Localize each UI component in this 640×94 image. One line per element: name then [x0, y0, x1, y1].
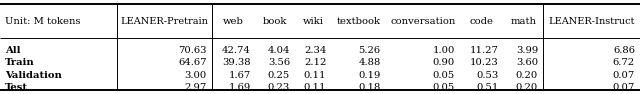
Text: book: book — [263, 17, 287, 26]
Text: 3.56: 3.56 — [268, 58, 290, 67]
Text: 39.38: 39.38 — [222, 58, 251, 67]
Text: 0.07: 0.07 — [612, 71, 635, 80]
Text: 0.05: 0.05 — [433, 83, 455, 92]
Text: 2.12: 2.12 — [304, 58, 326, 67]
Text: 6.72: 6.72 — [612, 58, 635, 67]
Text: 11.27: 11.27 — [470, 46, 499, 55]
Text: 0.19: 0.19 — [358, 71, 381, 80]
Text: Unit: M tokens: Unit: M tokens — [5, 17, 81, 26]
Text: 70.63: 70.63 — [178, 46, 207, 55]
Text: Test: Test — [5, 83, 28, 92]
Text: 1.00: 1.00 — [433, 46, 455, 55]
Text: 6.86: 6.86 — [613, 46, 635, 55]
Text: 0.07: 0.07 — [612, 83, 635, 92]
Text: 0.90: 0.90 — [433, 58, 455, 67]
Text: 2.97: 2.97 — [184, 83, 207, 92]
Text: LEANER-Instruct: LEANER-Instruct — [548, 17, 635, 26]
Text: 4.88: 4.88 — [358, 58, 381, 67]
Text: 0.11: 0.11 — [304, 83, 326, 92]
Text: 2.34: 2.34 — [304, 46, 326, 55]
Text: 42.74: 42.74 — [221, 46, 251, 55]
Text: 0.53: 0.53 — [476, 71, 499, 80]
Text: 0.20: 0.20 — [516, 83, 538, 92]
Text: 0.20: 0.20 — [516, 71, 538, 80]
Text: 0.11: 0.11 — [304, 71, 326, 80]
Text: web: web — [223, 17, 244, 26]
Text: textbook: textbook — [337, 17, 381, 26]
Text: 3.99: 3.99 — [516, 46, 538, 55]
Text: LEANER-Pretrain: LEANER-Pretrain — [120, 17, 209, 26]
Text: All: All — [5, 46, 20, 55]
Text: 4.04: 4.04 — [268, 46, 290, 55]
Text: 64.67: 64.67 — [178, 58, 207, 67]
Text: 0.25: 0.25 — [268, 71, 290, 80]
Text: 0.18: 0.18 — [358, 83, 381, 92]
Text: math: math — [511, 17, 536, 26]
Text: conversation: conversation — [390, 17, 456, 26]
Text: 1.69: 1.69 — [228, 83, 251, 92]
Text: 1.67: 1.67 — [228, 71, 251, 80]
Text: wiki: wiki — [303, 17, 324, 26]
Text: 3.60: 3.60 — [516, 58, 538, 67]
Text: Validation: Validation — [5, 71, 62, 80]
Text: code: code — [470, 17, 494, 26]
Text: Train: Train — [5, 58, 35, 67]
Text: 0.23: 0.23 — [268, 83, 290, 92]
Text: 0.51: 0.51 — [476, 83, 499, 92]
Text: 0.05: 0.05 — [433, 71, 455, 80]
Text: 3.00: 3.00 — [184, 71, 207, 80]
Text: 10.23: 10.23 — [470, 58, 499, 67]
Text: 5.26: 5.26 — [358, 46, 381, 55]
